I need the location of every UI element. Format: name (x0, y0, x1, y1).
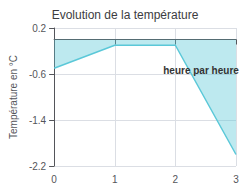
svg-text:-1.4: -1.4 (29, 115, 47, 126)
svg-text:3: 3 (233, 174, 239, 185)
svg-text:-2.2: -2.2 (29, 161, 47, 172)
svg-text:Température en °C: Température en °C (8, 55, 19, 139)
svg-text:0: 0 (51, 174, 57, 185)
svg-text:2: 2 (173, 174, 179, 185)
svg-text:Evolution de la température: Evolution de la température (52, 8, 199, 22)
svg-text:heure par heure: heure par heure (163, 65, 239, 76)
svg-text:1: 1 (112, 174, 118, 185)
svg-text:-0.6: -0.6 (29, 69, 47, 80)
svg-text:0.2: 0.2 (32, 23, 46, 34)
